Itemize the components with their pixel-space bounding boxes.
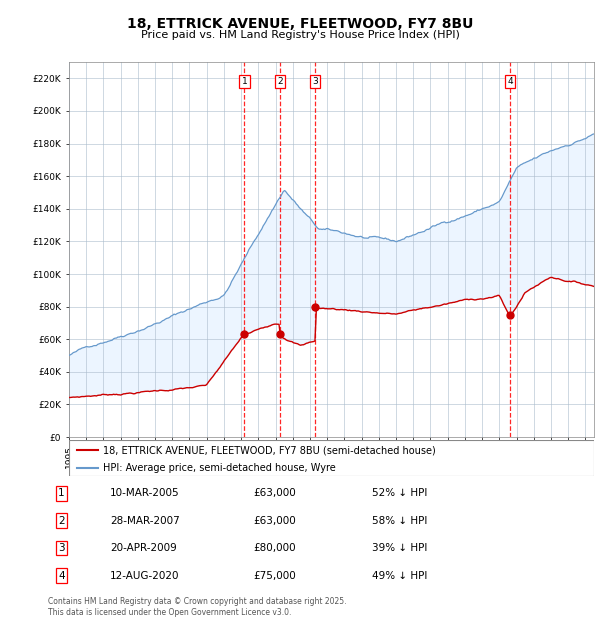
Text: 3: 3 [312,77,318,86]
Text: 2: 2 [277,77,283,86]
Text: £63,000: £63,000 [253,516,296,526]
Text: Contains HM Land Registry data © Crown copyright and database right 2025.
This d: Contains HM Land Registry data © Crown c… [48,598,347,617]
Text: 1: 1 [242,77,247,86]
Text: 12-AUG-2020: 12-AUG-2020 [110,570,179,580]
Text: 49% ↓ HPI: 49% ↓ HPI [372,570,427,580]
Text: 10-MAR-2005: 10-MAR-2005 [110,489,180,498]
Text: HPI: Average price, semi-detached house, Wyre: HPI: Average price, semi-detached house,… [103,463,336,472]
Text: £80,000: £80,000 [253,543,296,553]
Text: 39% ↓ HPI: 39% ↓ HPI [372,543,427,553]
Text: £63,000: £63,000 [253,489,296,498]
Text: Price paid vs. HM Land Registry's House Price Index (HPI): Price paid vs. HM Land Registry's House … [140,30,460,40]
Text: 58% ↓ HPI: 58% ↓ HPI [372,516,427,526]
Text: 3: 3 [58,543,65,553]
Text: 4: 4 [58,570,65,580]
Text: 1: 1 [58,489,65,498]
Text: 4: 4 [507,77,513,86]
Text: 28-MAR-2007: 28-MAR-2007 [110,516,180,526]
Text: £75,000: £75,000 [253,570,296,580]
Text: 52% ↓ HPI: 52% ↓ HPI [372,489,427,498]
Text: 20-APR-2009: 20-APR-2009 [110,543,177,553]
Text: 2: 2 [58,516,65,526]
Text: 18, ETTRICK AVENUE, FLEETWOOD, FY7 8BU (semi-detached house): 18, ETTRICK AVENUE, FLEETWOOD, FY7 8BU (… [103,445,436,455]
FancyBboxPatch shape [69,440,594,476]
Text: 18, ETTRICK AVENUE, FLEETWOOD, FY7 8BU: 18, ETTRICK AVENUE, FLEETWOOD, FY7 8BU [127,17,473,32]
